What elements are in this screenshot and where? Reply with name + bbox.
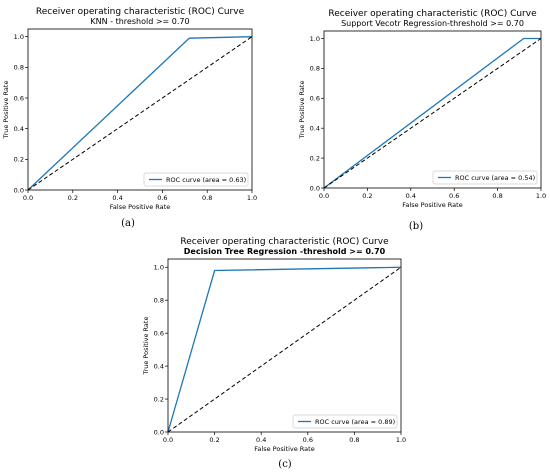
x-tick-label: 0.0 [163, 436, 173, 444]
chart-subtitle: Support Vecotr Regression-threshold >= 0… [341, 19, 524, 28]
roc-curve-line [27, 36, 253, 191]
x-tick-label: 0.2 [362, 192, 372, 200]
y-axis-label: True Positive Rate [2, 81, 10, 140]
x-tick-label: 0.6 [449, 192, 459, 200]
x-tick-label: 1.0 [536, 192, 546, 200]
x-tick-label: 1.0 [396, 436, 406, 444]
caption-c: (c) [278, 459, 292, 470]
plot-frame [27, 28, 253, 191]
legend-label: ROC curve (area = 0.54) [455, 174, 535, 182]
y-tick-label: 0.0 [14, 186, 24, 194]
plot-frame [167, 258, 402, 433]
x-tick-label: 0.8 [349, 436, 359, 444]
y-axis-label: True Positive Rate [142, 317, 150, 376]
x-tick-label: 0.4 [406, 192, 416, 200]
y-tick-label: 0.0 [310, 184, 320, 192]
chart-subtitle: Decision Tree Regression -threshold >= 0… [184, 247, 386, 256]
y-tick-label: 0.2 [14, 156, 24, 164]
y-tick-label: 0.4 [154, 362, 164, 370]
legend-box [432, 170, 538, 185]
y-tick-label: 0.6 [154, 329, 164, 337]
plot-frame [323, 30, 542, 189]
chance-diagonal-line [323, 38, 542, 189]
chart-subtitle: KNN - threshold >= 0.70 [90, 17, 189, 26]
y-tick-label: 0.8 [310, 65, 320, 73]
y-tick-label: 0.0 [154, 428, 164, 436]
y-tick-label: 0.2 [310, 154, 320, 162]
x-axis-label: False Positive Rate [402, 201, 462, 209]
chart-title: Receiver operating characteristic (ROC) … [36, 7, 245, 17]
y-tick-label: 0.2 [154, 395, 164, 403]
chance-diagonal-line [27, 36, 253, 191]
x-tick-label: 0.0 [319, 192, 329, 200]
x-tick-label: 0.8 [492, 192, 502, 200]
legend-label: ROC curve (area = 0.63) [166, 176, 246, 184]
x-tick-label: 0.6 [303, 436, 313, 444]
x-tick-label: 0.2 [209, 436, 219, 444]
roc-curve-line [167, 266, 402, 433]
y-tick-label: 0.6 [14, 94, 24, 102]
panel-c: Receiver operating characteristic (ROC) … [142, 237, 406, 453]
legend-box [143, 172, 249, 187]
y-tick-label: 0.4 [310, 124, 320, 132]
y-tick-label: 0.8 [14, 64, 24, 72]
y-tick-label: 0.4 [14, 125, 24, 133]
x-tick-label: 0.6 [157, 194, 167, 202]
chart-title: Receiver operating characteristic (ROC) … [328, 9, 537, 19]
caption-a: (a) [121, 218, 135, 229]
roc-curve-line [323, 37, 541, 189]
legend-label: ROC curve (area = 0.89) [315, 418, 395, 426]
caption-b: (b) [409, 221, 423, 232]
chance-diagonal-line [167, 266, 402, 433]
y-axis-label: True Positive Rate [298, 81, 306, 140]
x-tick-label: 0.2 [68, 194, 78, 202]
panel-b: Receiver operating characteristic (ROC) … [298, 9, 546, 209]
x-tick-label: 0.8 [202, 194, 212, 202]
x-tick-label: 0.4 [256, 436, 266, 444]
y-tick-label: 1.0 [14, 33, 24, 41]
x-axis-label: False Positive Rate [254, 445, 314, 453]
y-tick-label: 0.6 [310, 95, 320, 103]
panel-a: Receiver operating characteristic (ROC) … [2, 7, 257, 211]
legend-box [292, 414, 398, 429]
chart-title: Receiver operating characteristic (ROC) … [180, 237, 389, 247]
y-tick-label: 1.0 [154, 264, 164, 272]
y-tick-label: 0.8 [154, 296, 164, 304]
y-tick-label: 1.0 [310, 35, 320, 43]
x-tick-label: 0.0 [23, 194, 33, 202]
x-tick-label: 0.4 [112, 194, 122, 202]
x-axis-label: False Positive Rate [110, 203, 170, 211]
x-tick-label: 1.0 [247, 194, 257, 202]
